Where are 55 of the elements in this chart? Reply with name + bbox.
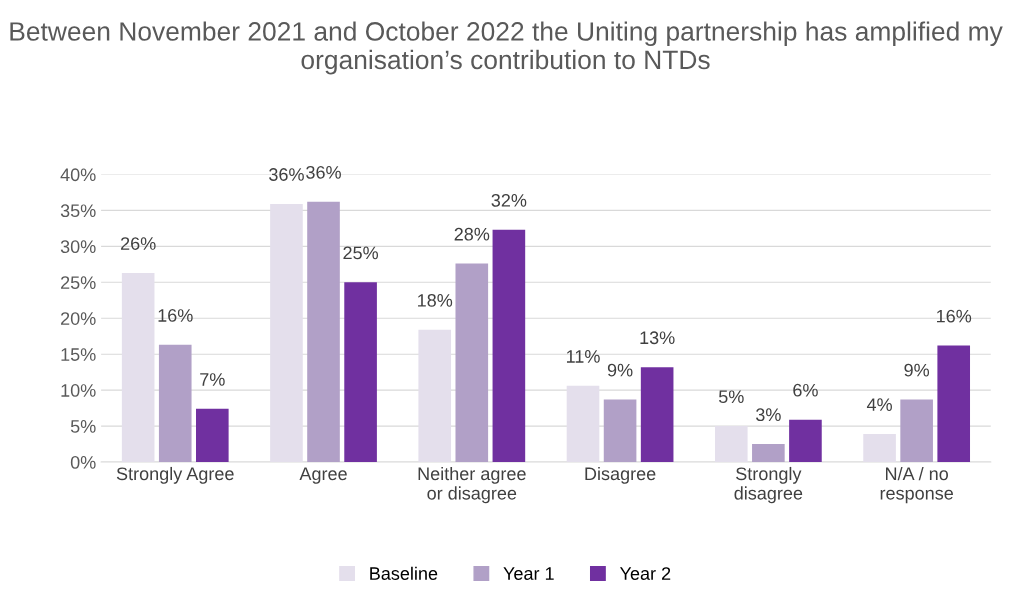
- x-tick-label: Strongly Agree: [116, 466, 234, 484]
- data-label: 11%: [566, 350, 600, 363]
- data-label: 25%: [343, 246, 379, 260]
- y-tick-label: 20%: [61, 312, 96, 325]
- data-label: 36%: [306, 165, 341, 179]
- data-label: 3%: [756, 408, 781, 422]
- y-tick-label: 30%: [60, 240, 96, 254]
- bar: [937, 345, 971, 463]
- data-label: 18%: [418, 293, 453, 307]
- bar: [344, 282, 377, 463]
- bar: [789, 419, 822, 463]
- bar: [566, 385, 600, 463]
- bar: [158, 344, 192, 463]
- y-tick-label: 35%: [60, 204, 96, 218]
- y-tick-label: 10%: [61, 384, 96, 397]
- x-tick-label: Neither agree or disagree: [418, 466, 526, 504]
- chart-title: Between November 2021 and October 2022 the Uniting partnership has amplified my organisation’s contribution to NTDs: [10, 21, 1003, 75]
- x-tick-label: N/A / no response: [880, 466, 953, 504]
- data-label: 28%: [454, 227, 490, 241]
- data-label: 13%: [640, 331, 675, 345]
- data-label: 32%: [491, 193, 527, 207]
- data-label: 9%: [607, 363, 633, 377]
- bar: [640, 367, 674, 463]
- legend-label: Baseline: [370, 566, 438, 580]
- bar: [270, 203, 303, 463]
- bar: [307, 201, 340, 463]
- x-tick-label: Agree: [299, 467, 347, 484]
- legend-label: Year 1: [503, 567, 554, 580]
- data-label: 5%: [718, 390, 744, 404]
- y-tick-label: 5%: [70, 420, 96, 433]
- bar: [121, 272, 155, 463]
- data-label: 16%: [937, 309, 972, 323]
- data-label: 9%: [904, 363, 930, 377]
- bar: [455, 263, 489, 463]
- bar: [900, 399, 933, 463]
- x-tick-label: Disagree: [585, 466, 656, 484]
- data-label: 36%: [269, 168, 304, 181]
- bar: [714, 426, 748, 463]
- y-tick-label: 25%: [61, 276, 96, 290]
- bar: [603, 399, 637, 463]
- data-label: 16%: [158, 309, 193, 322]
- data-label: 7%: [200, 373, 225, 386]
- data-label: 4%: [866, 398, 892, 411]
- data-label: 26%: [121, 237, 156, 250]
- bar: [863, 434, 896, 463]
- bar: [492, 229, 526, 463]
- y-tick-label: 0%: [70, 455, 96, 469]
- bar: [752, 444, 785, 463]
- bar: [418, 329, 452, 463]
- y-tick-label: 15%: [61, 348, 96, 361]
- data-label: 6%: [793, 383, 818, 397]
- bar: [196, 408, 229, 463]
- x-tick-label: Strongly disagree: [734, 466, 803, 504]
- legend-label: Year 2: [619, 567, 671, 580]
- y-tick-label: 40%: [60, 168, 96, 182]
